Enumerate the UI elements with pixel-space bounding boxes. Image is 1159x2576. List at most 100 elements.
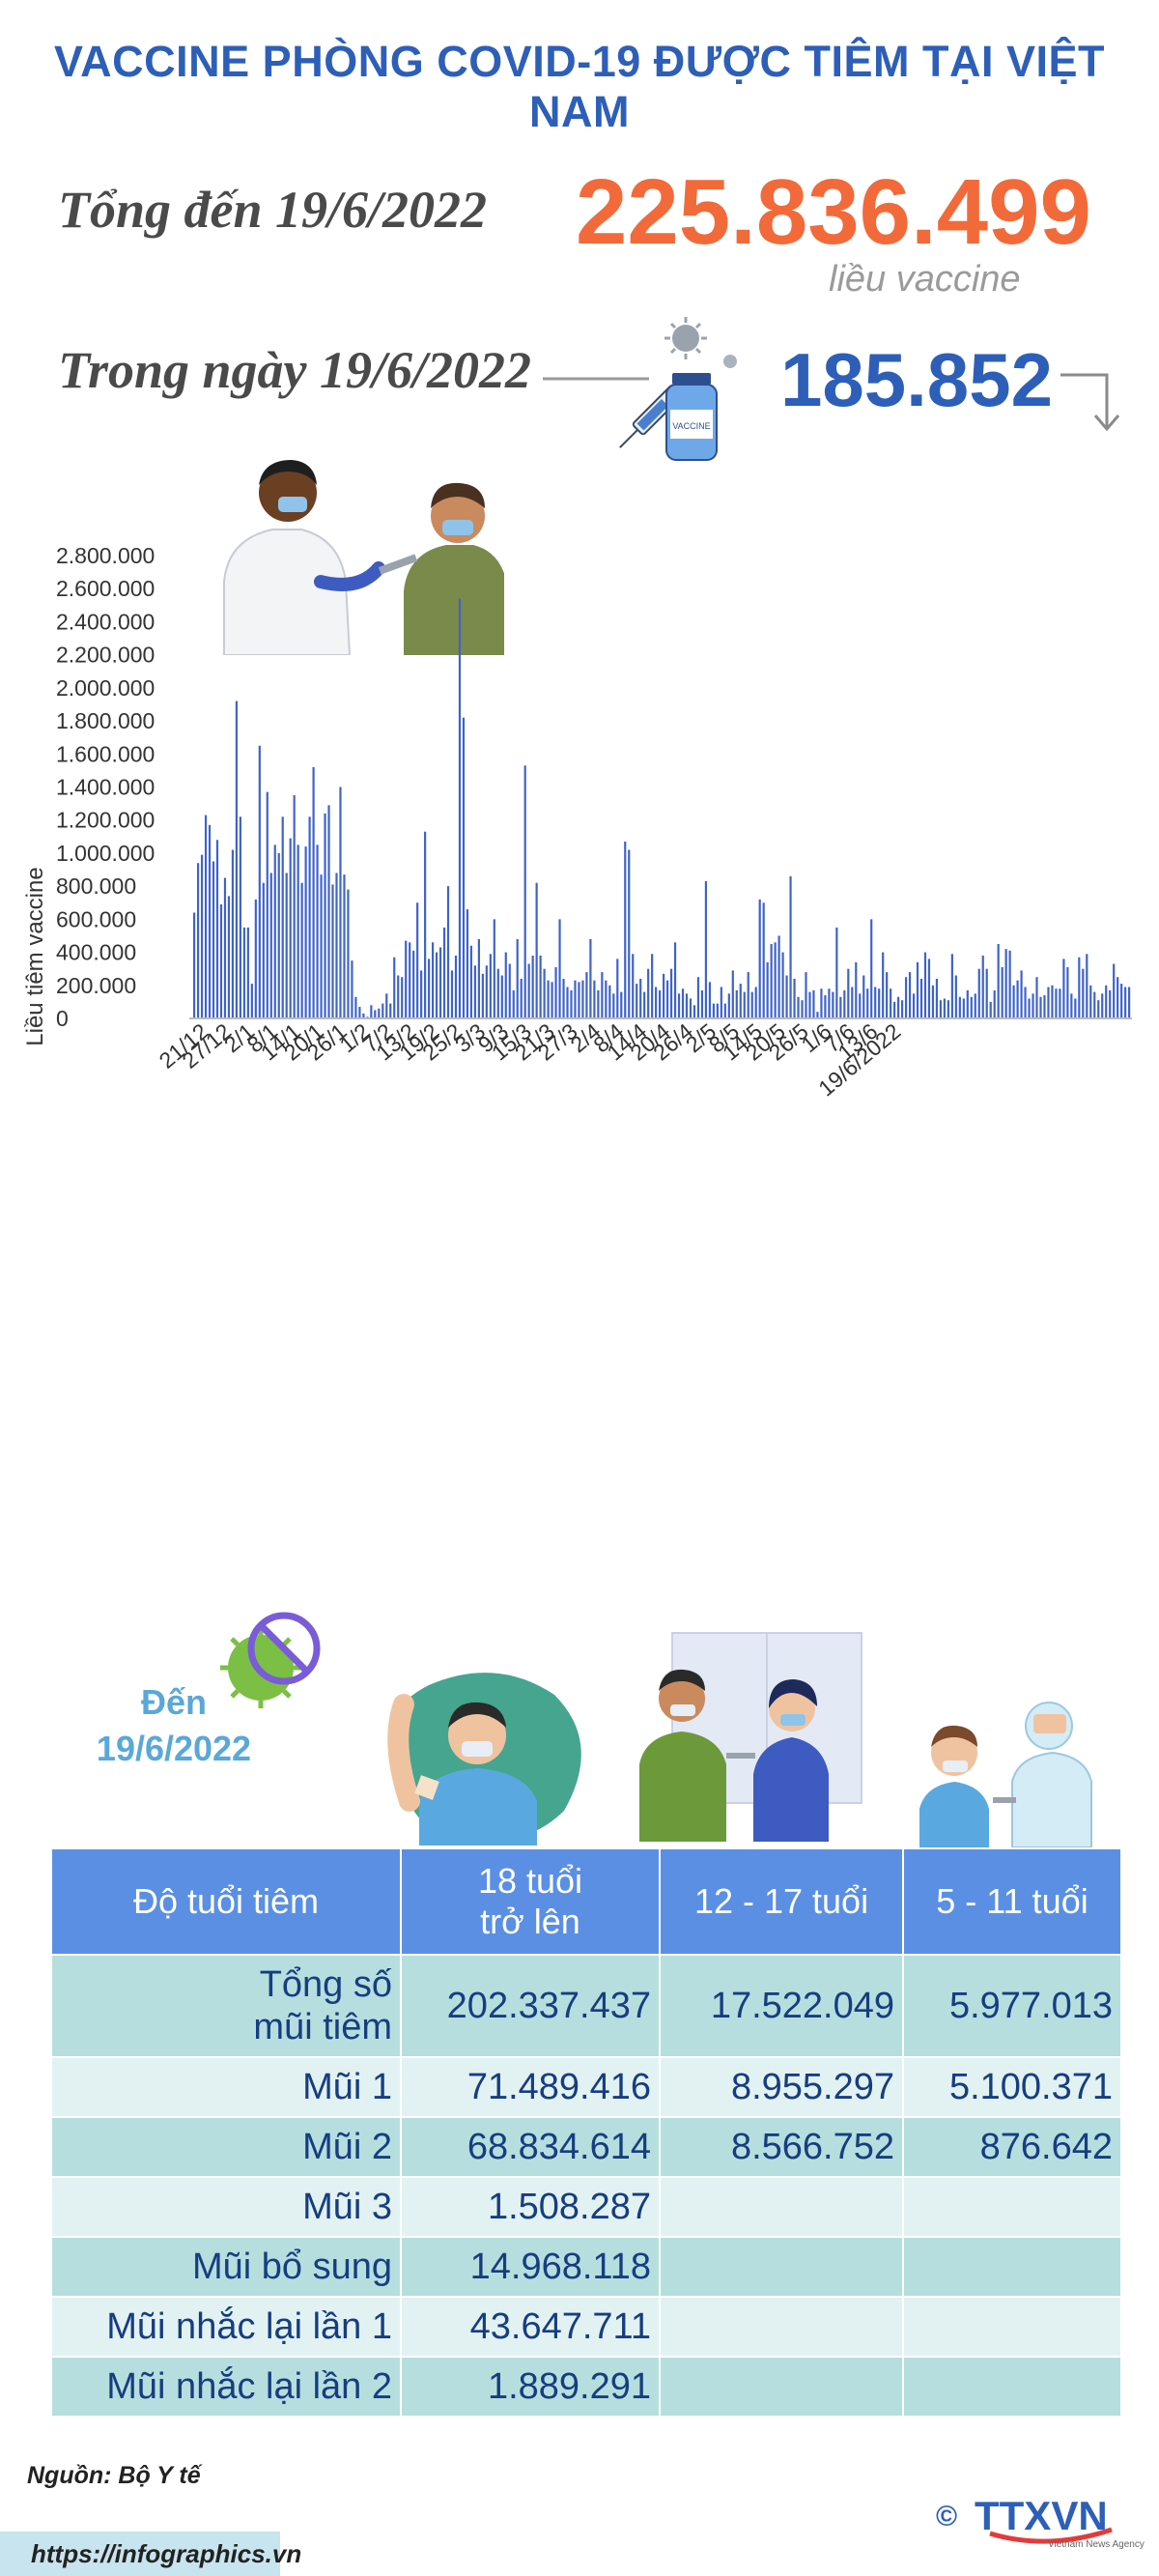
chart-bar: [716, 1003, 719, 1018]
chart-bar: [304, 846, 307, 1018]
chart-bar: [805, 972, 807, 1018]
chart-bar: [551, 982, 553, 1018]
chart-bar: [1001, 966, 1004, 1018]
table-header-row: Độ tuổi tiêm 18 tuổi trở lên 12 - 17 tuổ…: [50, 1847, 1122, 1956]
vaccinated-man-illustration: [387, 1673, 581, 1846]
chart-bar: [632, 954, 635, 1018]
y-tick-label: 1.800.000: [56, 708, 155, 733]
chart-bar: [789, 875, 792, 1018]
chart-bar: [462, 717, 466, 1018]
chart-bar: [1004, 949, 1007, 1018]
chart-bar: [762, 902, 765, 1018]
chart-bar: [620, 991, 623, 1018]
table-row: Mũi bổ sung 14.968.118: [50, 2236, 1122, 2298]
footer-url[interactable]: https://infographics.vn: [31, 2539, 302, 2568]
chart-bar: [704, 881, 708, 1018]
chart-bar: [908, 972, 912, 1018]
chart-bar: [970, 996, 973, 1018]
header-age-group: Độ tuổi tiêm: [50, 1847, 402, 1956]
vaccine-graphic: VACCINE: [543, 317, 737, 461]
day-label: Trong ngày 19/6/2022: [58, 341, 532, 399]
chart-bar: [947, 1000, 949, 1018]
chart-bar: [409, 942, 411, 1018]
chart-bar: [628, 849, 631, 1018]
y-tick-label: 1.600.000: [56, 741, 155, 766]
cell-adult: 68.834.614: [400, 2116, 661, 2178]
chart-bar: [820, 988, 823, 1018]
table-row: Tổng số mũi tiêm 202.337.437 17.522.049 …: [50, 1954, 1122, 2058]
chart-bar: [246, 927, 249, 1018]
chart-bar: [235, 701, 239, 1018]
chart-bar: [512, 989, 515, 1018]
table-caption: Đến 19/6/2022: [58, 1679, 290, 1772]
caption-line-1: Đến: [140, 1682, 207, 1722]
chart-bar: [878, 988, 881, 1018]
chart-bar: [420, 970, 423, 1018]
chart-bar: [966, 989, 969, 1018]
row-label: Tổng số mũi tiêm: [50, 1954, 402, 2058]
chart-bar: [1086, 954, 1088, 1018]
caption-line-2: 19/6/2022: [96, 1729, 252, 1768]
chart-bar: [900, 1000, 904, 1018]
chart-bar: [643, 991, 646, 1018]
chart-bar: [1039, 996, 1042, 1018]
chart-bar: [331, 884, 334, 1018]
chart-bar: [735, 989, 738, 1018]
chart-bar: [739, 984, 742, 1018]
cell-adult: 14.968.118: [400, 2236, 661, 2298]
chart-bar: [593, 980, 596, 1018]
chart-bar: [339, 787, 342, 1018]
total-label: Tổng đến 19/6/2022: [58, 181, 488, 239]
chart-bar: [508, 963, 511, 1018]
chart-bar: [570, 989, 573, 1018]
cell-child: [902, 2176, 1122, 2238]
y-axis: 0 200.000 400.000 600.000 800.000 1.000.000 1.…: [56, 543, 155, 1031]
chart-bar: [1020, 970, 1023, 1018]
chart-bar: [473, 965, 476, 1018]
chart-bar: [493, 919, 495, 1018]
chart-bar: [362, 1013, 365, 1018]
chart-bar: [193, 912, 196, 1018]
total-value: 225.836.499: [576, 160, 1091, 264]
chart-bar: [882, 952, 885, 1018]
chart-bar: [435, 952, 438, 1018]
y-tick-label: 2.400.000: [56, 609, 155, 634]
chart-bar: [223, 877, 227, 1018]
chart-bar: [312, 766, 315, 1018]
chart-bar: [516, 938, 519, 1018]
chart-bar: [554, 966, 557, 1018]
chart-bar: [431, 942, 435, 1018]
chart-bar: [1066, 966, 1069, 1018]
chart-bar: [442, 927, 446, 1018]
chart-bar: [227, 896, 231, 1018]
table-row: Mũi 3 1.508.287: [50, 2176, 1122, 2238]
chart-bar: [1059, 988, 1061, 1018]
chart-bar: [469, 945, 473, 1018]
chart-bar: [839, 996, 842, 1018]
chart-bar: [677, 993, 681, 1018]
chart-bar: [720, 987, 722, 1018]
chart-bar: [993, 989, 996, 1018]
chart-bar: [347, 889, 350, 1018]
chart-bar: [547, 980, 550, 1018]
chart-bar: [485, 965, 488, 1018]
chart-bar: [574, 980, 577, 1018]
chart-bar: [438, 947, 442, 1018]
chart-bar: [824, 995, 827, 1018]
chart-bar: [558, 919, 561, 1018]
chart-bar: [273, 844, 276, 1019]
chart-bar: [566, 987, 569, 1018]
row-label: Mũi 3: [50, 2176, 402, 2238]
chart-bar: [523, 765, 526, 1018]
chart-bar: [663, 973, 665, 1018]
chart-bar: [578, 982, 580, 1018]
chart-bar: [897, 996, 900, 1018]
chart-bar: [1062, 959, 1065, 1018]
y-tick-label: 2.600.000: [56, 576, 155, 601]
row-label: Mũi 1: [50, 2056, 402, 2118]
chart-bar: [669, 968, 673, 1018]
chart-bar: [204, 815, 208, 1018]
chart-bar: [500, 975, 503, 1018]
chart-bar: [416, 902, 419, 1018]
chart-bar: [385, 993, 388, 1018]
